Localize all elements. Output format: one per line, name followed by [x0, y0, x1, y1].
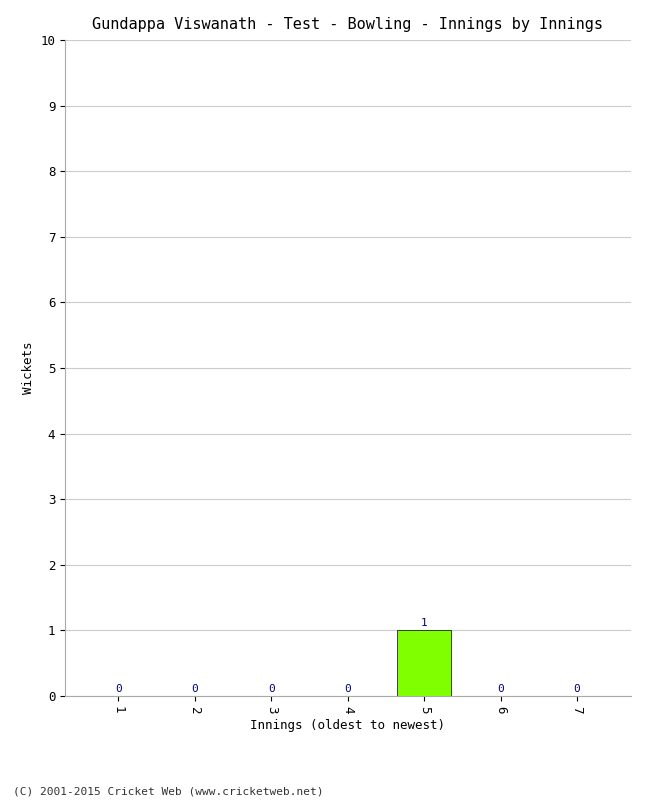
Text: 0: 0: [344, 684, 351, 694]
Text: 1: 1: [421, 618, 428, 629]
Text: 0: 0: [115, 684, 122, 694]
Bar: [397, 630, 451, 696]
Text: 0: 0: [574, 684, 580, 694]
Text: 0: 0: [497, 684, 504, 694]
Y-axis label: Wickets: Wickets: [21, 342, 34, 394]
Text: (C) 2001-2015 Cricket Web (www.cricketweb.net): (C) 2001-2015 Cricket Web (www.cricketwe…: [13, 786, 324, 796]
X-axis label: Innings (oldest to newest): Innings (oldest to newest): [250, 718, 445, 732]
Text: 0: 0: [268, 684, 275, 694]
Title: Gundappa Viswanath - Test - Bowling - Innings by Innings: Gundappa Viswanath - Test - Bowling - In…: [92, 17, 603, 32]
Text: 0: 0: [192, 684, 198, 694]
